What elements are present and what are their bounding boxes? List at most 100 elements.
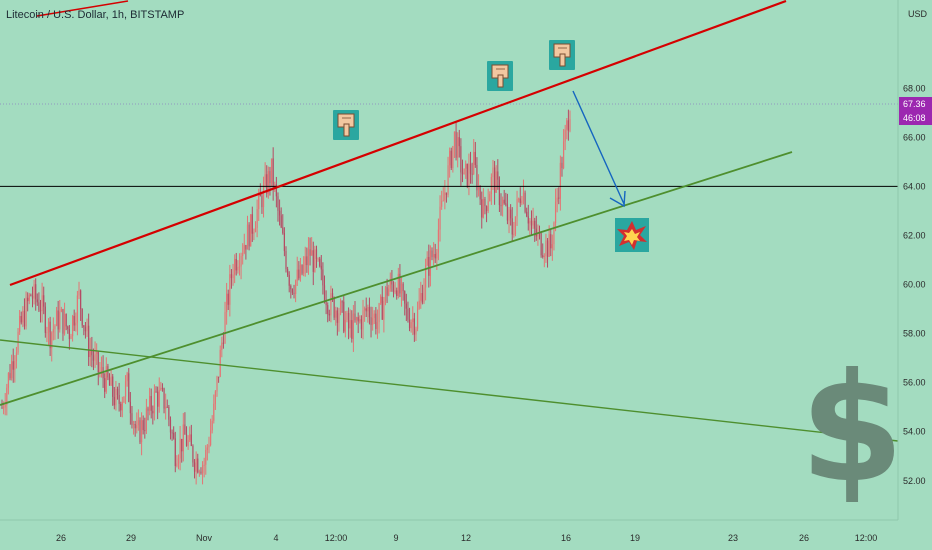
- candle: [84, 322, 87, 339]
- candles-layer: [1, 109, 571, 485]
- candle: [27, 292, 29, 312]
- candle: [484, 196, 486, 215]
- candle: [468, 153, 470, 196]
- candle: [458, 129, 460, 158]
- candle: [60, 306, 62, 313]
- candle: [22, 306, 24, 328]
- candle: [473, 139, 475, 176]
- candle: [137, 409, 139, 431]
- candle: [303, 256, 305, 277]
- candle: [388, 284, 390, 297]
- candle: [115, 380, 117, 411]
- candle: [330, 285, 332, 323]
- candle: [33, 279, 35, 305]
- x-tick-label: 19: [630, 533, 640, 543]
- candle: [397, 267, 399, 299]
- y-tick-label: 62.00: [903, 230, 926, 240]
- candle: [251, 206, 253, 242]
- candle: [262, 176, 265, 218]
- candle: [293, 284, 295, 299]
- candle: [439, 195, 441, 242]
- candle: [288, 271, 290, 293]
- pointing-down-hand-icon[interactable]: [549, 40, 575, 70]
- candle: [315, 245, 318, 268]
- candle: [242, 243, 244, 265]
- candle: [477, 174, 480, 197]
- candle: [7, 372, 10, 395]
- candle: [524, 190, 526, 214]
- candle: [256, 199, 258, 238]
- pointing-down-hand-icon[interactable]: [333, 110, 359, 140]
- candle: [500, 193, 502, 216]
- candle: [485, 205, 488, 223]
- candle: [237, 260, 239, 274]
- projection-arrow[interactable]: [572, 90, 626, 208]
- candle: [65, 313, 67, 331]
- x-tick-label: 26: [56, 533, 66, 543]
- candle: [327, 302, 329, 323]
- candle: [218, 376, 220, 383]
- candle: [108, 373, 111, 386]
- annotations-layer: $: [333, 40, 904, 516]
- upper-trendline[interactable]: [9, 0, 787, 287]
- candle: [384, 285, 387, 306]
- candle: [476, 157, 478, 198]
- candle: [490, 173, 492, 205]
- candle: [269, 166, 271, 196]
- candle: [301, 264, 303, 276]
- candle: [319, 256, 321, 268]
- candle: [333, 296, 335, 321]
- candle: [171, 429, 173, 441]
- candle: [457, 132, 459, 168]
- candle: [433, 242, 435, 266]
- candle: [75, 312, 77, 332]
- collision-icon[interactable]: [615, 218, 649, 252]
- candle: [323, 275, 326, 304]
- candle: [372, 306, 374, 331]
- candle: [314, 245, 316, 273]
- candle: [365, 297, 367, 318]
- candle: [222, 332, 225, 349]
- candle: [506, 193, 509, 225]
- candle: [187, 435, 189, 450]
- candle: [136, 412, 138, 434]
- lower-trendline[interactable]: [0, 151, 793, 406]
- candle: [441, 190, 443, 210]
- candle: [266, 165, 268, 198]
- partial-red-line[interactable]: [36, 0, 129, 17]
- candle: [149, 387, 151, 416]
- candle: [46, 326, 48, 343]
- candle: [569, 110, 571, 133]
- descending-trendline[interactable]: [0, 339, 899, 442]
- candle: [482, 188, 484, 219]
- pointing-down-hand-icon[interactable]: [487, 61, 513, 91]
- y-tick-label: 52.00: [903, 476, 926, 486]
- candle: [295, 279, 297, 303]
- candle: [209, 418, 212, 447]
- candle: [201, 461, 204, 485]
- candle: [230, 269, 233, 289]
- candle: [235, 252, 237, 276]
- x-tick-label: 12:00: [325, 533, 348, 543]
- candle: [52, 317, 54, 341]
- candle: [245, 244, 247, 260]
- candle: [453, 131, 456, 159]
- candle: [89, 337, 91, 367]
- candle: [463, 168, 465, 175]
- candle: [447, 156, 449, 198]
- candle: [355, 316, 358, 325]
- candle: [535, 215, 537, 241]
- y-tick-label: 56.00: [903, 378, 926, 388]
- candle: [307, 237, 310, 275]
- candle: [407, 301, 409, 323]
- candle: [285, 246, 287, 273]
- candle: [160, 381, 162, 392]
- candle: [216, 375, 218, 397]
- candle: [177, 454, 180, 470]
- candle: [283, 227, 285, 257]
- candle: [36, 293, 38, 306]
- candle: [270, 158, 273, 188]
- candle: [12, 348, 14, 383]
- candle: [59, 299, 61, 333]
